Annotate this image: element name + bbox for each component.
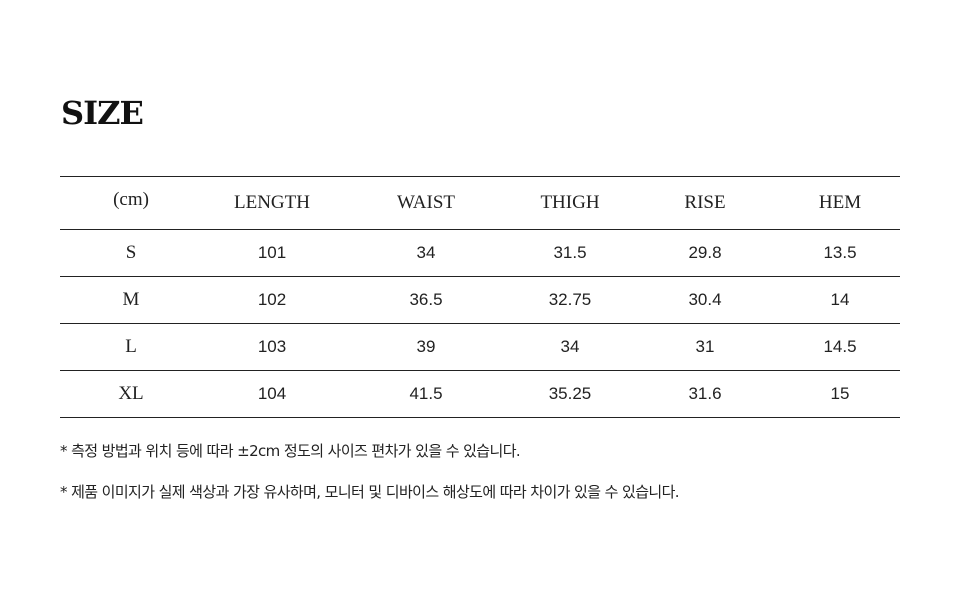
cell-hem: 15 — [780, 370, 900, 418]
cell-length: 102 — [202, 276, 342, 324]
cell-rise: 31 — [630, 323, 780, 371]
cell-rise: 30.4 — [630, 276, 780, 324]
header-thigh: THIGH — [510, 176, 630, 230]
cell-length: 101 — [202, 229, 342, 277]
note-color: * 제품 이미지가 실제 색상과 가장 유사하며, 모니터 및 디바이스 해상도… — [60, 483, 680, 501]
cell-size: S — [60, 229, 202, 277]
header-hem: HEM — [780, 176, 900, 230]
cell-thigh: 32.75 — [510, 276, 630, 324]
cell-length: 103 — [202, 323, 342, 371]
table-row: L 103 39 34 31 14.5 — [60, 323, 900, 371]
cell-waist: 34 — [342, 229, 510, 277]
cell-length: 104 — [202, 370, 342, 418]
page-title: SIZE — [61, 94, 144, 132]
cell-rise: 29.8 — [630, 229, 780, 277]
header-waist: WAIST — [342, 176, 510, 230]
table-header-row: (cm) LENGTH WAIST THIGH RISE HEM — [60, 176, 900, 230]
cell-thigh: 35.25 — [510, 370, 630, 418]
cell-thigh: 31.5 — [510, 229, 630, 277]
header-rise: RISE — [630, 176, 780, 230]
table-row: M 102 36.5 32.75 30.4 14 — [60, 276, 900, 324]
cell-thigh: 34 — [510, 323, 630, 371]
size-table: (cm) LENGTH WAIST THIGH RISE HEM S 101 34 3… — [60, 176, 900, 418]
table-row: S 101 34 31.5 29.8 13.5 — [60, 229, 900, 277]
cell-size: M — [60, 276, 202, 324]
cell-waist: 36.5 — [342, 276, 510, 324]
cell-waist: 41.5 — [342, 370, 510, 418]
cell-hem: 13.5 — [780, 229, 900, 277]
cell-size: L — [60, 323, 202, 371]
table-row: XL 104 41.5 35.25 31.6 15 — [60, 370, 900, 418]
cell-rise: 31.6 — [630, 370, 780, 418]
cell-hem: 14.5 — [780, 323, 900, 371]
header-length: LENGTH — [202, 176, 342, 230]
cell-waist: 39 — [342, 323, 510, 371]
cell-size: XL — [60, 370, 202, 418]
note-measurement: * 측정 방법과 위치 등에 따라 ±2cm 정도의 사이즈 편차가 있을 수 … — [60, 442, 521, 460]
cell-hem: 14 — [780, 276, 900, 324]
header-unit: (cm) — [60, 176, 202, 230]
